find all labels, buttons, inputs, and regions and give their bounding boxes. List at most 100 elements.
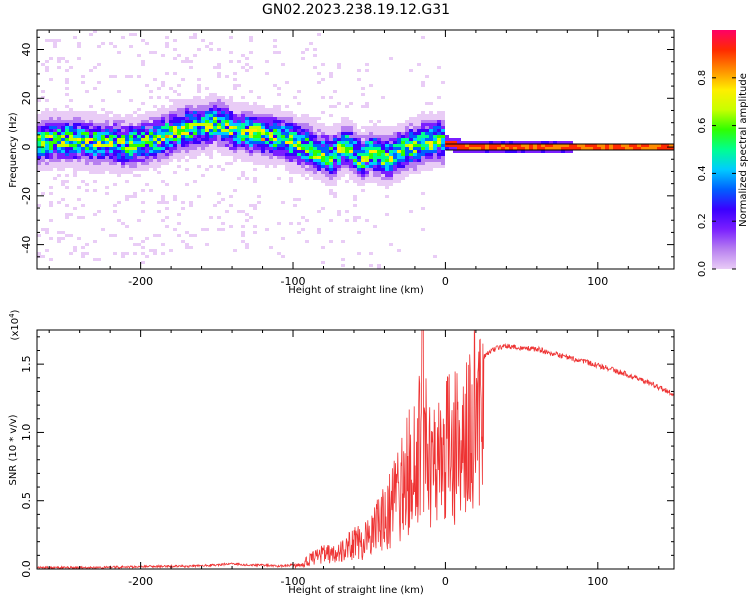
spectrogram-cell <box>353 132 357 135</box>
spectrogram-cell <box>313 132 317 135</box>
spectrogram-cell <box>397 180 401 183</box>
spectrogram-cell <box>313 147 317 150</box>
spectrogram-cell <box>385 195 389 198</box>
spectrogram-cell <box>361 174 365 177</box>
spectrogram-cell <box>417 156 421 159</box>
spectrogram-cell <box>385 138 389 141</box>
spectrogram-cell <box>73 123 77 126</box>
spectrogram-cell <box>421 228 425 231</box>
spectrogram-cell <box>265 111 269 114</box>
spectrogram-cell <box>237 123 241 126</box>
spectrogram-cell <box>353 147 357 150</box>
spectrogram-cell <box>185 114 189 117</box>
spectrogram-cell <box>89 144 93 147</box>
spectrogram-cell <box>381 141 385 144</box>
spectrogram-cell <box>321 144 325 147</box>
spectrogram-cell <box>85 129 89 132</box>
spectrogram-cell <box>221 144 225 147</box>
spectrogram-cell <box>357 156 361 159</box>
spectrogram-cell <box>261 156 265 159</box>
spectrogram-cell <box>53 135 57 138</box>
spectrogram-cell <box>345 159 349 162</box>
spectrogram-cell <box>281 255 285 258</box>
spectrogram-cell <box>197 111 201 114</box>
spectrogram-cell <box>137 165 141 168</box>
spectrogram-cell <box>69 138 73 141</box>
spectrogram-cell <box>441 141 445 144</box>
spectrogram-cell <box>285 147 289 150</box>
spectrogram-cell <box>333 141 337 144</box>
spectrogram-cell <box>173 147 177 150</box>
spectrogram-cell <box>125 165 129 168</box>
spectrogram-cell <box>277 117 281 120</box>
spectrogram-cell <box>329 129 333 132</box>
spectrogram-cell <box>433 153 437 156</box>
spectrogram-cell <box>365 177 369 180</box>
spectrogram-cell <box>557 147 561 150</box>
spectrogram-cell <box>501 150 505 153</box>
spectrogram-cell <box>301 51 305 54</box>
spectrogram-cell <box>289 150 293 153</box>
spectrogram-cell <box>97 144 101 147</box>
spectrogram-cell <box>353 219 357 222</box>
spectrogram-cell <box>289 171 293 174</box>
spectrogram-cell <box>421 36 425 39</box>
spectrogram-cell <box>537 144 541 147</box>
spectrogram-cell <box>313 66 317 69</box>
spectrogram-cell <box>557 144 561 147</box>
spectrogram-cell <box>381 96 385 99</box>
spectrogram-cell <box>173 48 177 51</box>
spectrogram-cell <box>85 150 89 153</box>
spectrogram-cell <box>45 69 49 72</box>
spectrogram-cell <box>437 126 441 129</box>
spectrogram-cell <box>229 204 233 207</box>
spectrogram-cell <box>89 129 93 132</box>
spectrogram-cell <box>437 141 441 144</box>
spectrogram-cell <box>381 147 385 150</box>
spectrogram-cell <box>41 138 45 141</box>
spectrogram-cell <box>253 117 257 120</box>
spectrogram-cell <box>337 156 341 159</box>
spectrogram-cell <box>165 42 169 45</box>
spectrogram-cell <box>337 147 341 150</box>
spectrogram-cell <box>45 135 49 138</box>
spectrogram-cell <box>293 129 297 132</box>
spectrogram-cell <box>169 108 173 111</box>
spectrogram-cell <box>593 144 597 147</box>
spectrogram-cell <box>181 114 185 117</box>
spectrogram-cell <box>165 108 169 111</box>
spectrogram-cell <box>145 114 149 117</box>
spectrogram-cell <box>325 159 329 162</box>
spectrogram-cell <box>373 180 377 183</box>
spectrogram-cell <box>57 60 61 63</box>
spectrogram-cell <box>289 165 293 168</box>
spectrogram-cell <box>609 147 613 150</box>
spectrogram-cell <box>277 123 281 126</box>
spectrogram-cell <box>313 153 317 156</box>
spectrogram-cell <box>241 96 245 99</box>
spectrogram-cell <box>349 138 353 141</box>
snr-background <box>37 330 674 569</box>
spectrogram-cell <box>237 141 241 144</box>
spectrogram-cell <box>321 135 325 138</box>
spectrogram-cell <box>281 111 285 114</box>
spectrogram-cell <box>333 123 337 126</box>
spectrogram-cell <box>345 144 349 147</box>
spectrogram-cell <box>417 63 421 66</box>
spectrogram-cell <box>333 138 337 141</box>
spectrogram-cell <box>297 129 301 132</box>
spectrogram-cell <box>241 66 245 69</box>
spectrogram-cell <box>413 117 417 120</box>
spectrogram-cell <box>405 126 409 129</box>
y-tick-label: 0.5 <box>20 492 33 510</box>
spectrogram-cell <box>169 132 173 135</box>
spectrogram-cell <box>117 90 121 93</box>
spectrogram-cell <box>269 156 273 159</box>
spectrogram-cell <box>349 162 353 165</box>
spectrogram-cell <box>157 171 161 174</box>
spectrogram-cell <box>381 156 385 159</box>
spectrogram-cell <box>285 120 289 123</box>
spectrogram-frame <box>36 29 675 270</box>
spectrogram-cell <box>301 138 305 141</box>
spectrogram-cell <box>65 129 69 132</box>
